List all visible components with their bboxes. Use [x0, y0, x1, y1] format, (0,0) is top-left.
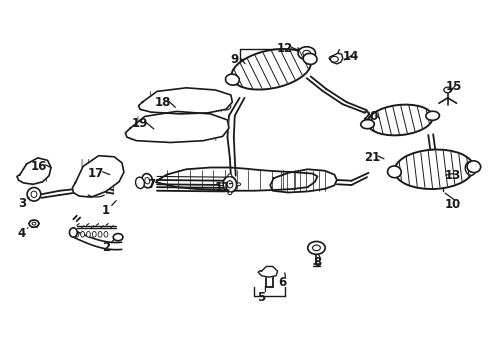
Text: 2: 2 — [102, 241, 110, 255]
Text: 5: 5 — [257, 291, 265, 304]
Text: 8: 8 — [313, 256, 321, 269]
Ellipse shape — [29, 220, 39, 227]
Text: 20: 20 — [361, 110, 377, 123]
Polygon shape — [156, 167, 317, 191]
Polygon shape — [72, 156, 123, 197]
Ellipse shape — [223, 176, 236, 192]
Ellipse shape — [466, 161, 480, 172]
Polygon shape — [17, 158, 51, 184]
Ellipse shape — [104, 231, 108, 237]
Ellipse shape — [31, 191, 37, 198]
Text: 4: 4 — [18, 227, 26, 240]
Text: 1: 1 — [102, 204, 110, 217]
Text: 11: 11 — [214, 181, 230, 194]
Ellipse shape — [387, 166, 401, 178]
Polygon shape — [270, 169, 336, 193]
Circle shape — [443, 87, 451, 93]
Ellipse shape — [231, 49, 310, 90]
Text: 16: 16 — [31, 160, 47, 173]
Circle shape — [227, 174, 231, 177]
Circle shape — [307, 242, 325, 254]
Polygon shape — [138, 88, 232, 114]
Text: 14: 14 — [342, 50, 358, 63]
Circle shape — [227, 192, 231, 195]
Text: 9: 9 — [230, 53, 239, 66]
Polygon shape — [125, 111, 228, 143]
Text: 10: 10 — [444, 198, 460, 211]
Ellipse shape — [464, 162, 475, 175]
Text: 7: 7 — [147, 178, 155, 191]
Circle shape — [302, 50, 310, 56]
Ellipse shape — [32, 222, 36, 225]
Text: 21: 21 — [363, 151, 379, 165]
Circle shape — [219, 183, 223, 186]
Text: 19: 19 — [131, 117, 148, 130]
Circle shape — [221, 103, 230, 110]
Ellipse shape — [75, 231, 79, 237]
Text: 6: 6 — [277, 276, 285, 289]
Ellipse shape — [81, 231, 84, 237]
Polygon shape — [258, 266, 277, 277]
Ellipse shape — [225, 74, 239, 85]
Ellipse shape — [113, 234, 122, 241]
Ellipse shape — [425, 111, 439, 120]
Circle shape — [297, 47, 315, 60]
Text: 18: 18 — [154, 96, 171, 109]
Ellipse shape — [92, 231, 96, 237]
Ellipse shape — [144, 177, 149, 184]
Ellipse shape — [27, 188, 41, 201]
Polygon shape — [328, 53, 342, 64]
Ellipse shape — [366, 105, 432, 135]
Ellipse shape — [98, 231, 102, 237]
Ellipse shape — [393, 149, 473, 189]
Circle shape — [312, 245, 320, 251]
Text: 15: 15 — [445, 80, 461, 93]
Text: 13: 13 — [444, 169, 460, 182]
Text: 12: 12 — [276, 42, 292, 55]
Ellipse shape — [360, 120, 373, 129]
Ellipse shape — [86, 231, 90, 237]
Text: 3: 3 — [18, 197, 26, 210]
Ellipse shape — [142, 174, 152, 188]
Circle shape — [330, 57, 338, 62]
Ellipse shape — [226, 181, 232, 188]
Ellipse shape — [303, 53, 316, 64]
Ellipse shape — [135, 177, 144, 189]
Circle shape — [143, 102, 153, 109]
Circle shape — [236, 183, 240, 186]
Ellipse shape — [127, 129, 138, 140]
Ellipse shape — [69, 228, 77, 237]
Text: 17: 17 — [88, 167, 104, 180]
